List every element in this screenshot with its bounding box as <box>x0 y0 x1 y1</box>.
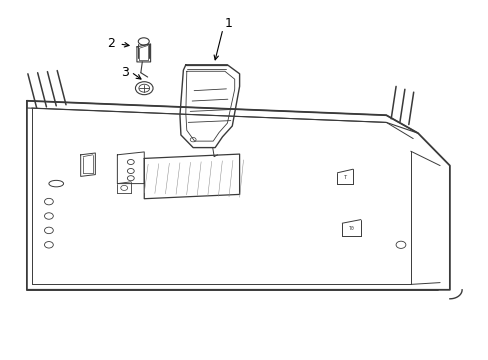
Text: T0: T0 <box>348 226 354 231</box>
Text: T: T <box>343 175 346 180</box>
Text: 2: 2 <box>107 37 115 50</box>
Text: 1: 1 <box>224 17 232 30</box>
Text: 3: 3 <box>121 66 128 78</box>
